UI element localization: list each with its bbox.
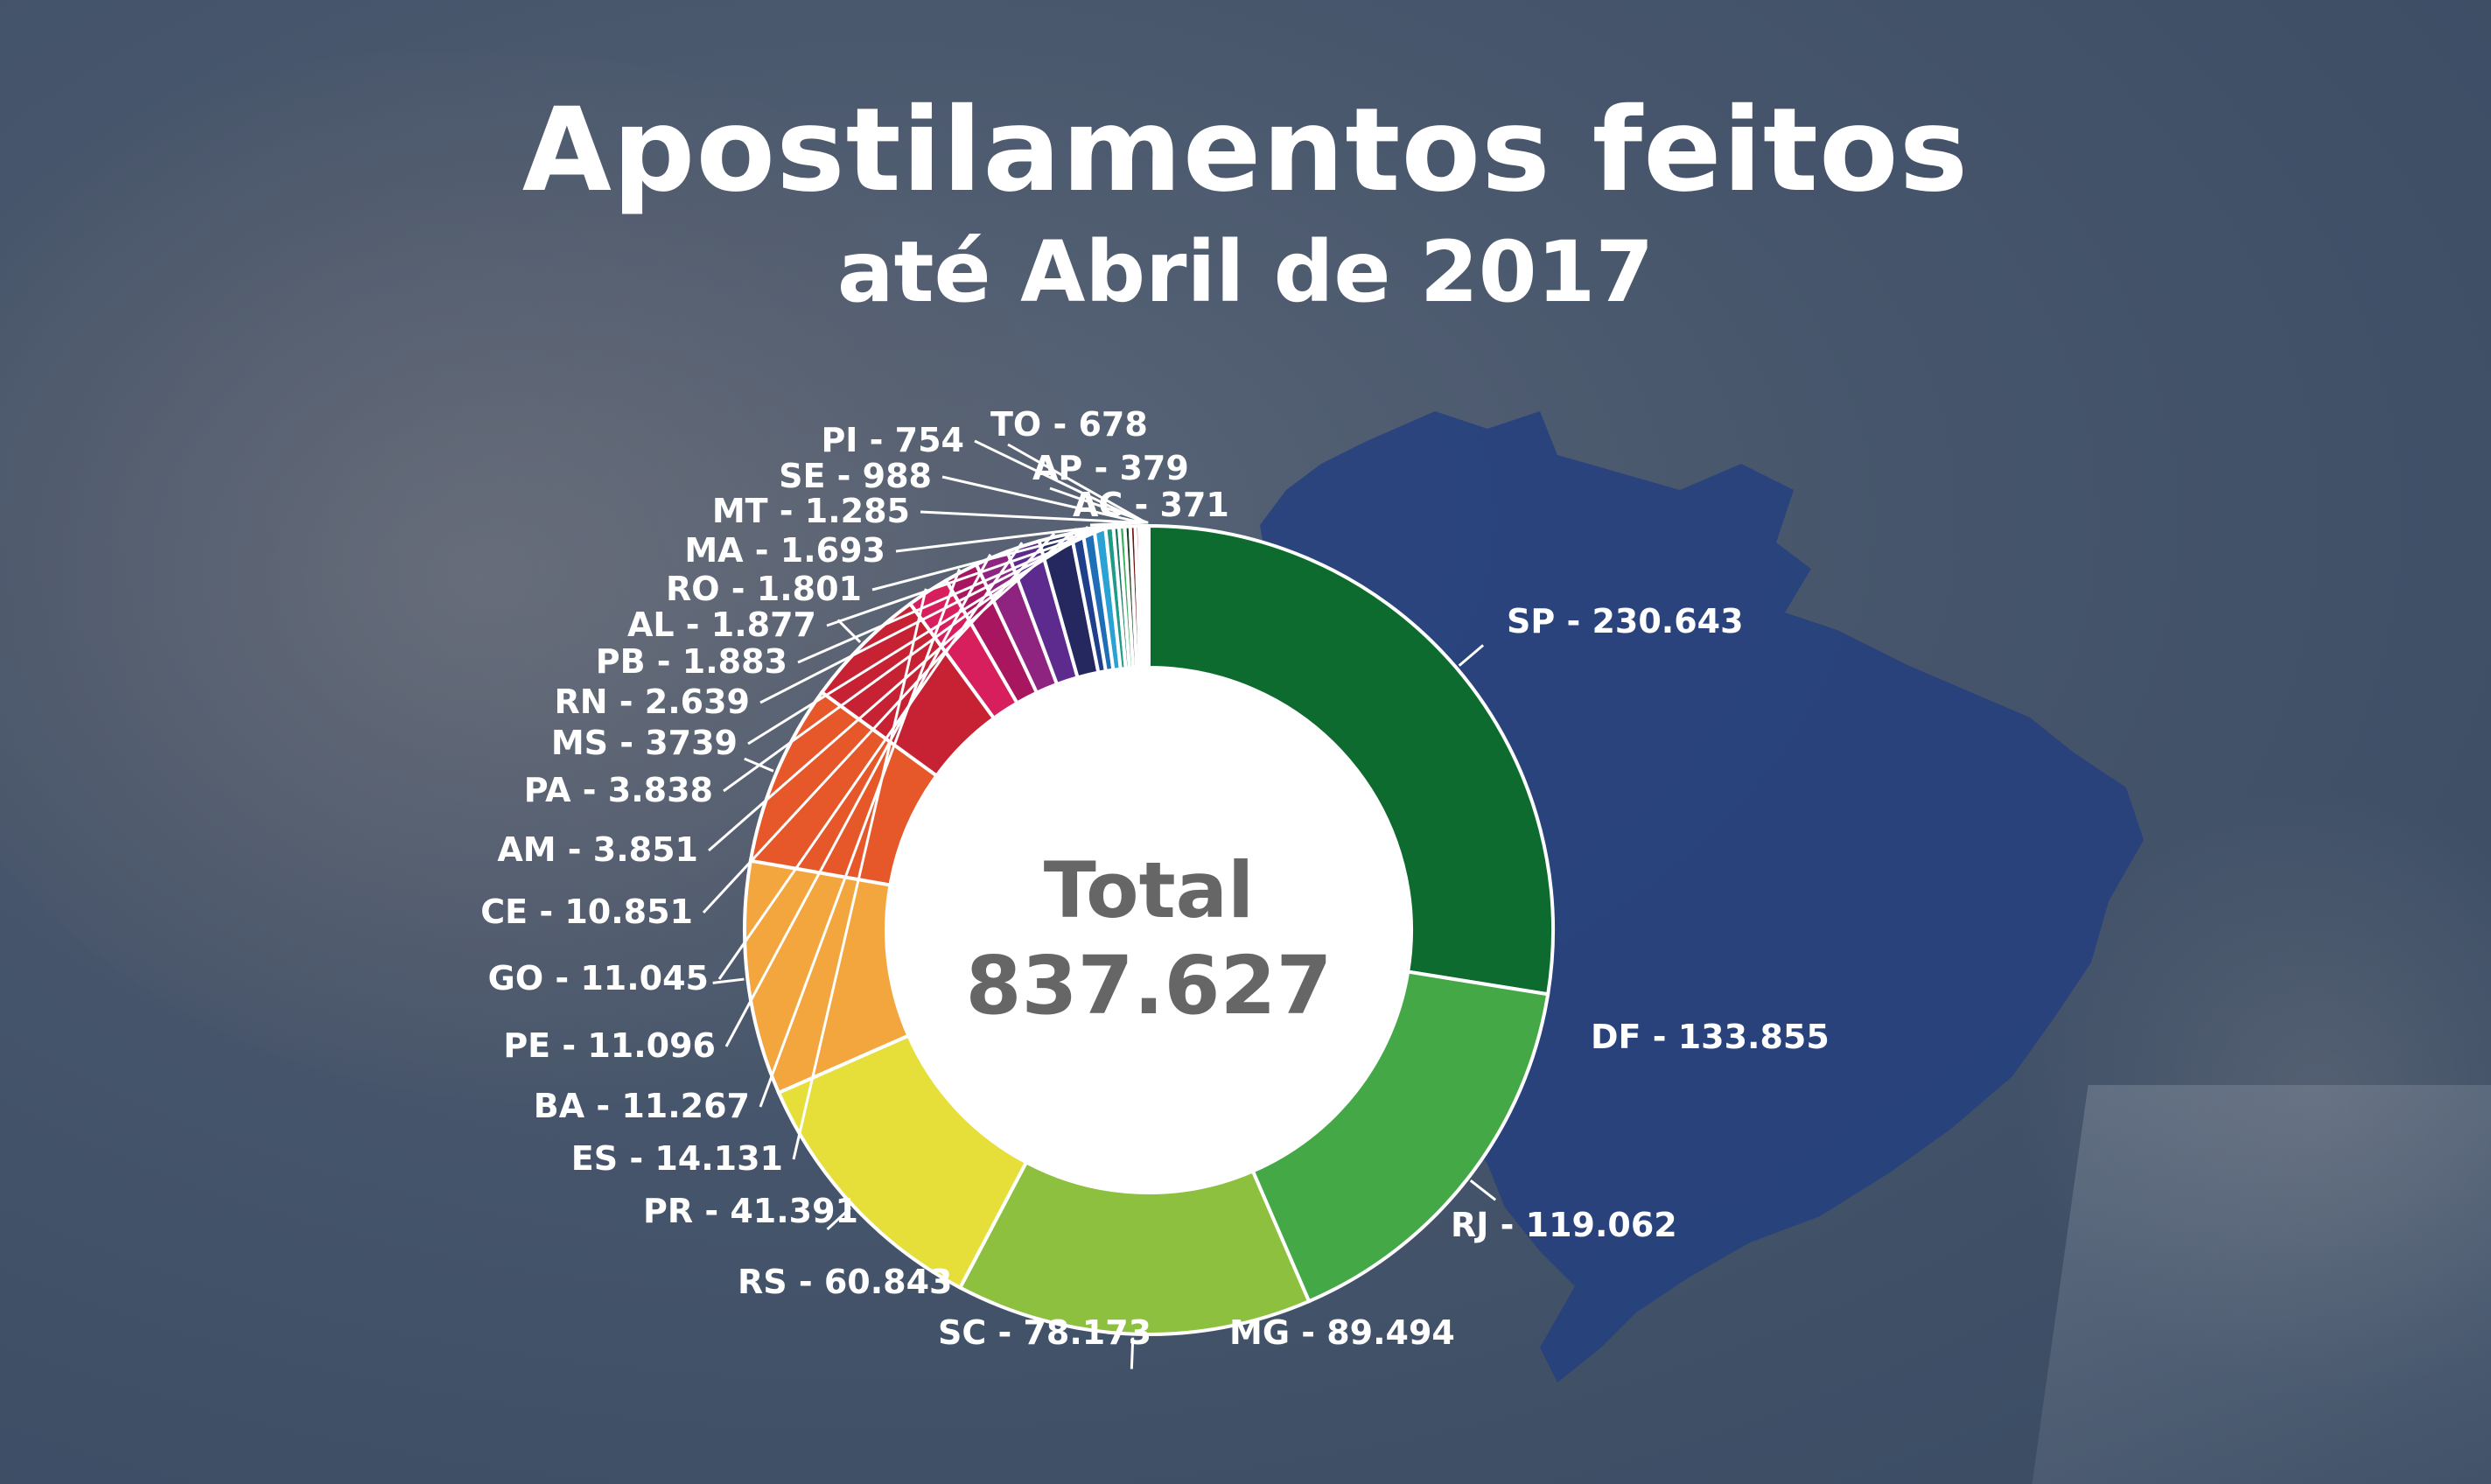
- leader-to: [1007, 443, 1146, 524]
- donut-center: [886, 668, 1411, 1193]
- label-pe: PE - 11.096: [503, 1026, 716, 1065]
- label-pr: PR - 41.391: [643, 1192, 858, 1230]
- label-rs: RS - 60.843: [738, 1263, 953, 1301]
- label-pa: PA - 3.838: [524, 771, 713, 809]
- label-ce: CE - 10.851: [480, 892, 693, 931]
- leader-pb: [797, 522, 1117, 664]
- label-ms: MS - 3739: [551, 724, 738, 762]
- leader-df: [1469, 1180, 1497, 1201]
- label-ro: RO - 1.801: [666, 570, 862, 608]
- label-rn: RN - 2.639: [555, 682, 751, 721]
- label-sc: SC - 78.173: [938, 1313, 1151, 1352]
- leader-rn: [759, 522, 1110, 704]
- label-to: TO - 678: [990, 405, 1148, 444]
- label-mt: MT - 1.285: [712, 492, 910, 530]
- label-rj: RJ - 119.062: [1451, 1206, 1677, 1244]
- total-value: 837.627: [965, 939, 1332, 1032]
- chart-title: Apostilamentos feitos: [521, 83, 1970, 218]
- leader-mt: [920, 510, 1137, 524]
- label-es: ES - 14.131: [571, 1139, 783, 1178]
- label-ma: MA - 1.693: [684, 531, 885, 570]
- label-ap: AP - 379: [1032, 449, 1189, 487]
- chart-subtitle: até Abril de 2017: [836, 223, 1655, 321]
- leader-ro: [871, 522, 1128, 592]
- leader-ms: [747, 524, 1101, 746]
- total-label: Total: [1044, 845, 1254, 935]
- label-se: SE - 988: [779, 457, 932, 495]
- leader-go: [717, 542, 1024, 980]
- label-ac: AC - 371: [1073, 486, 1229, 524]
- label-sp: SP - 230.643: [1507, 602, 1744, 640]
- leader-ma: [895, 521, 1133, 553]
- label-am: AM - 3.851: [497, 830, 698, 869]
- leader-pe: [724, 553, 992, 1047]
- slice-ac: [1145, 523, 1151, 670]
- label-al: AL - 1.877: [627, 606, 816, 644]
- leader-se: [941, 475, 1141, 524]
- leader-ac: [1089, 521, 1149, 527]
- label-go: GO - 11.045: [488, 959, 709, 998]
- label-mg: MG - 89.494: [1229, 1313, 1455, 1352]
- label-pi: PI - 754: [821, 421, 964, 459]
- leader-al: [826, 522, 1123, 627]
- leader-ce: [702, 532, 1056, 914]
- slice-labels: SP - 230.643 DF - 133.855 RJ - 119.062 MG -…: [480, 405, 1830, 1352]
- donut-slices: [743, 523, 1555, 1336]
- leader-pr: [836, 619, 862, 643]
- leader-pi: [974, 439, 1144, 524]
- label-pb: PB - 1.883: [596, 642, 787, 681]
- leader-am: [708, 528, 1078, 852]
- leader-sp: [1458, 644, 1485, 667]
- leader-sc: [712, 977, 745, 984]
- leader-es: [792, 588, 927, 1160]
- leader-rj: [1130, 1337, 1135, 1369]
- label-df: DF - 133.855: [1591, 1018, 1830, 1056]
- leader-mg: [826, 1207, 851, 1231]
- leader-ap: [1049, 486, 1148, 524]
- label-ba: BA - 11.267: [534, 1087, 750, 1125]
- leader-lines: [702, 439, 1497, 1369]
